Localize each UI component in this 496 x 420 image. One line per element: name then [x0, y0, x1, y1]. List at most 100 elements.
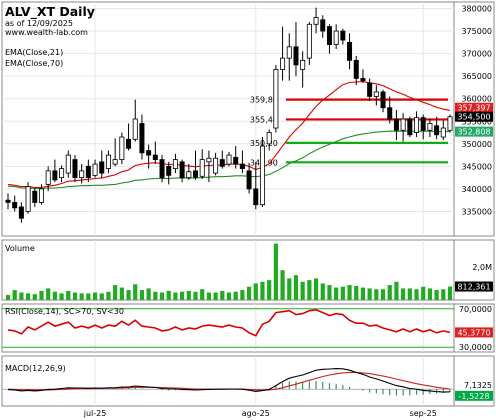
x-tick-label: sep-25 [410, 409, 437, 418]
candle-body [253, 188, 259, 206]
volume-bar [5, 295, 11, 300]
volume-last-box [455, 281, 493, 292]
volume-bar [72, 292, 78, 300]
volume-bar [287, 278, 292, 300]
volume-bar [52, 291, 57, 300]
volume-bar [380, 289, 386, 300]
candle-body [353, 59, 359, 79]
volume-bar [320, 283, 325, 300]
candle-body [434, 125, 440, 136]
volume-bar [387, 285, 392, 300]
volume-bar [146, 288, 151, 300]
volume-bar [374, 289, 379, 300]
candle-body [179, 161, 185, 179]
level-label: 350,20 [250, 139, 278, 148]
volume-bar [407, 288, 412, 300]
candle-body [38, 188, 44, 203]
volume-bar [226, 292, 232, 300]
volume-bar [133, 284, 138, 300]
candle-body [92, 163, 98, 176]
candle-body [119, 136, 125, 160]
volume-bar [139, 290, 145, 300]
candle-body [266, 132, 272, 145]
volume-bar [12, 290, 17, 300]
candle-body [72, 159, 78, 179]
volume-bar [206, 292, 212, 300]
candle-body [407, 118, 413, 136]
candle-body [65, 154, 71, 174]
candle-body [333, 30, 339, 45]
volume-bar [327, 285, 332, 300]
volume-bar [153, 291, 158, 300]
volume-bar [19, 292, 24, 300]
volume-bar [119, 287, 124, 300]
candle-body [447, 116, 453, 131]
candle-body [79, 170, 85, 179]
volume-bar [240, 290, 245, 300]
price-tick-label: 380000 [461, 5, 492, 14]
candle-body [340, 30, 346, 41]
macd-pane [1, 355, 455, 407]
rsi-label: RSI(Close,14), SC>70, SV<30 [5, 307, 124, 316]
volume-bar [313, 278, 319, 300]
candle-body [373, 91, 379, 97]
candle-body [360, 78, 366, 82]
volume-bar [92, 292, 98, 300]
price-tick-label: 345000 [461, 162, 492, 171]
chart-website: www.wealth-lab.com [5, 28, 88, 37]
rsi-last-box [455, 327, 493, 338]
volume-bar [186, 290, 191, 300]
volume-bar [334, 287, 339, 300]
volume-bar [113, 285, 118, 300]
volume-bar [200, 289, 205, 300]
candle-body [139, 123, 145, 154]
volume-bar [307, 280, 312, 300]
volume-bar [126, 290, 131, 300]
volume-bar [394, 281, 399, 300]
price-tick-label: 365000 [461, 72, 492, 81]
level-label: 359,80 [250, 96, 278, 105]
candle-body [5, 199, 11, 203]
macd-label: MACD(12,26,9) [5, 364, 66, 373]
candle-body [18, 206, 24, 219]
candle-body [45, 170, 51, 185]
volume-bar [173, 292, 178, 300]
volume-bar [25, 293, 31, 300]
candle-body [440, 127, 446, 138]
volume-bar [293, 275, 299, 300]
volume-label: Volume [5, 244, 35, 253]
candle-body [166, 165, 172, 176]
candle-body [286, 46, 292, 59]
candle-body [400, 118, 406, 131]
volume-bar [99, 293, 104, 300]
volume-bar [59, 293, 64, 300]
rsi-tick-label: 30,0000 [459, 343, 492, 352]
volume-bar [273, 243, 278, 300]
candle-body [219, 159, 225, 167]
candle-body [313, 17, 319, 25]
volume-bar [414, 289, 419, 300]
volume-last-label: 812,361 [457, 283, 490, 292]
ema70-line [7, 130, 450, 190]
last-value-label-close: 354,500 [457, 113, 490, 122]
volume-bar [233, 291, 238, 300]
candle-body [300, 59, 306, 70]
volume-bar [340, 286, 345, 300]
price-tick-label: 375000 [461, 27, 492, 36]
rsi-line [7, 308, 451, 337]
candle-body [25, 186, 31, 212]
candle-body [273, 68, 279, 129]
volume-bar [300, 281, 305, 300]
candle-body [59, 168, 65, 179]
x-tick-label: ago-25 [242, 409, 270, 418]
macd-last-label: -1,5228 [459, 392, 490, 401]
candle-body [239, 163, 245, 170]
volume-bar [193, 291, 198, 300]
candle-body [172, 159, 178, 170]
volume-bar [166, 290, 171, 300]
volume-bar [260, 281, 265, 300]
volume-bar [46, 288, 51, 300]
candle-body [152, 154, 158, 160]
volume-bar [427, 288, 433, 300]
volume-bar [347, 285, 352, 300]
